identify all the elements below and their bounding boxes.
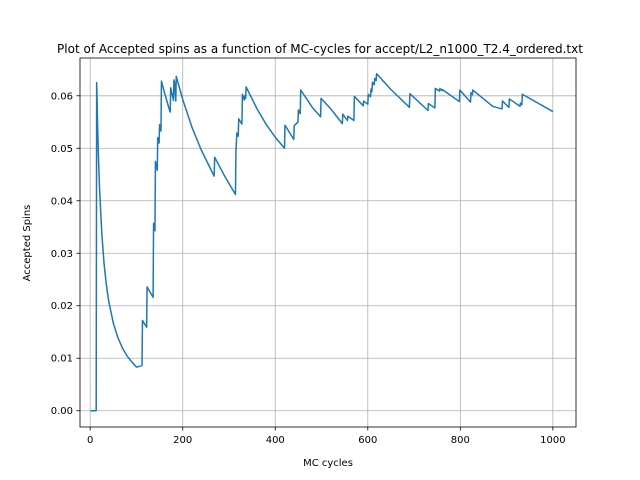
y-tick-label: 0.01 — [51, 354, 73, 365]
x-tick-label: 1000 — [540, 435, 565, 446]
y-tick-label: 0.06 — [51, 91, 73, 102]
x-tick-label: 400 — [266, 435, 285, 446]
chart-title: Plot of Accepted spins as a function of … — [57, 42, 583, 56]
x-tick-label: 0 — [87, 435, 93, 446]
series-line — [90, 73, 554, 412]
plot-frame — [79, 57, 577, 428]
y-tick-label: 0.03 — [51, 249, 73, 260]
y-tick-label: 0.00 — [51, 406, 73, 417]
y-axis-label: Accepted Spins — [22, 205, 33, 282]
series-layer — [90, 73, 554, 412]
y-tick-label: 0.05 — [51, 144, 73, 155]
x-tick-label: 200 — [173, 435, 192, 446]
ticks: 0 200 400 600 800 1000 0.00 0.01 0.02 0.03 0.04 0.0… — [51, 91, 566, 446]
x-tick-label: 800 — [451, 435, 470, 446]
y-tick-label: 0.02 — [51, 301, 73, 312]
x-tick-label: 600 — [358, 435, 377, 446]
y-tick-label: 0.04 — [51, 196, 73, 207]
grid — [80, 58, 576, 427]
x-axis-label: MC cycles — [303, 458, 353, 469]
